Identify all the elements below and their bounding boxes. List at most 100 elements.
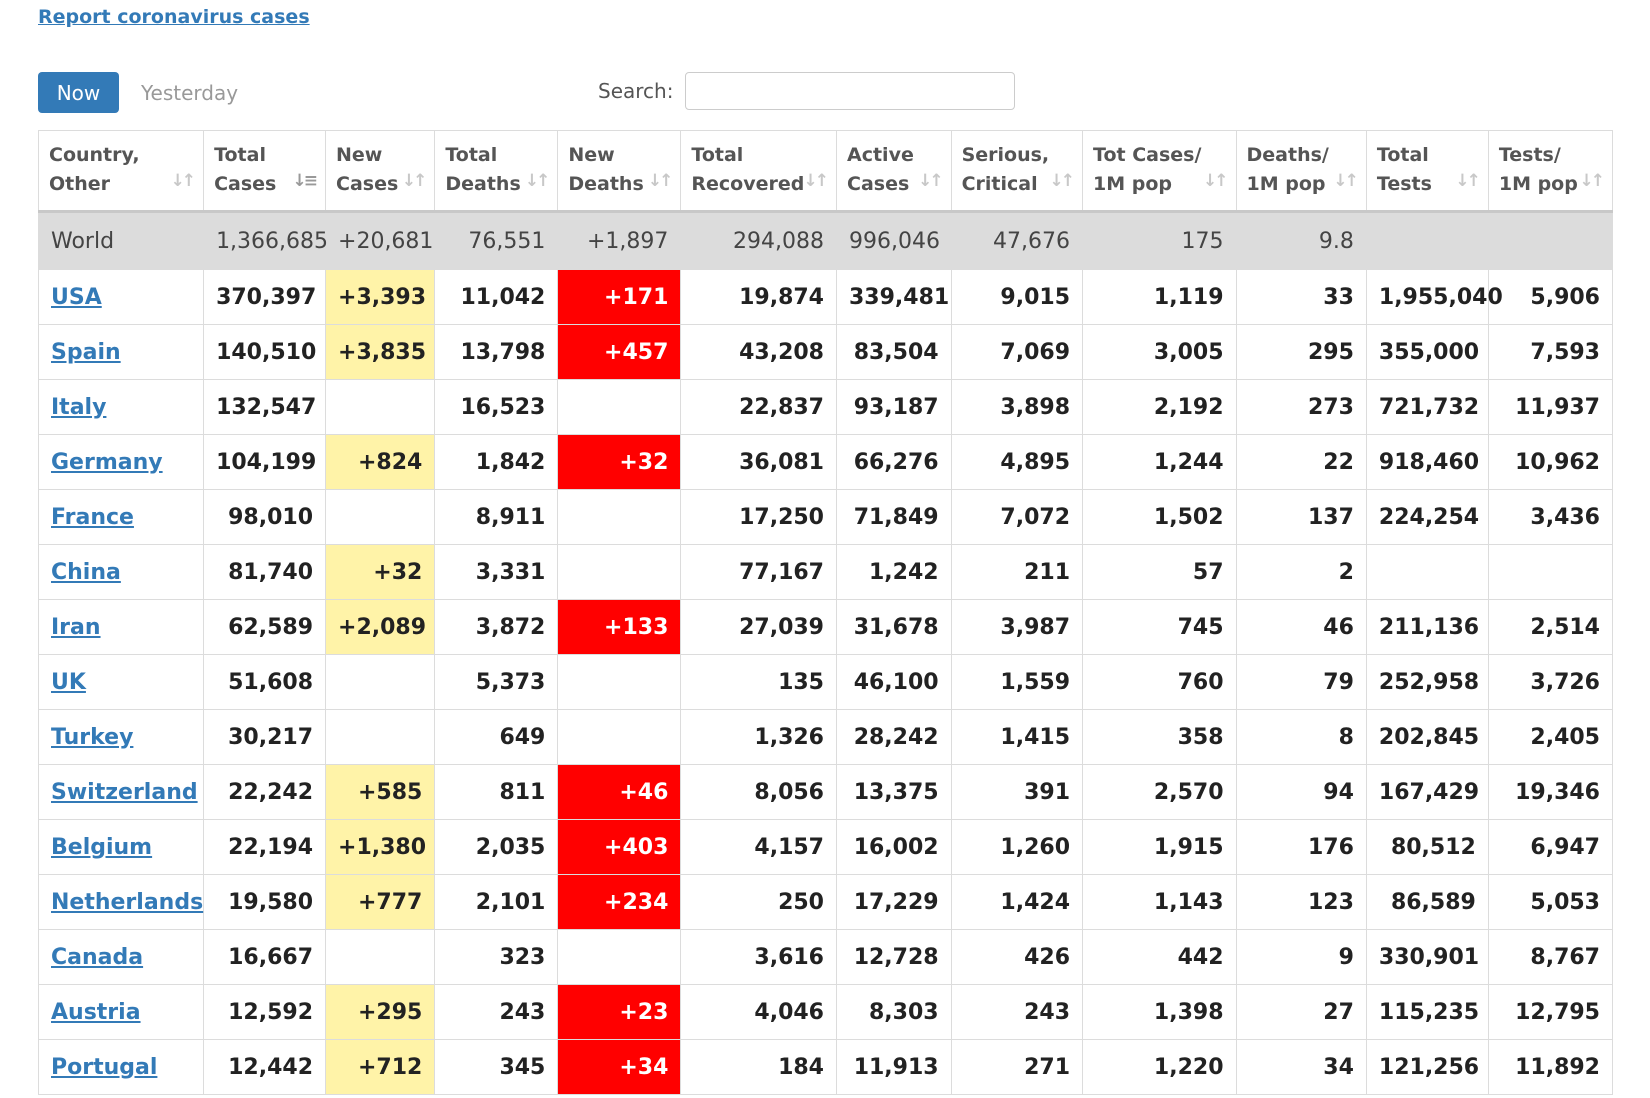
table-cell: 345 — [434, 1039, 559, 1095]
table-cell: 137 — [1235, 489, 1367, 545]
table-cell: 2,101 — [434, 874, 559, 930]
sort-icon[interactable]: ↓↑ — [1049, 171, 1075, 191]
table-cell: 62,589 — [203, 599, 327, 655]
table-cell: 8,767 — [1487, 929, 1614, 985]
table-cell: 31,678 — [836, 599, 952, 655]
table-cell: 12,592 — [203, 984, 327, 1040]
country-link[interactable]: Portugal — [51, 1054, 158, 1080]
column-header[interactable]: Serious, Critical ↓↑ — [950, 130, 1084, 212]
column-header[interactable]: New Cases ↓↑ — [325, 130, 436, 212]
table-cell — [557, 929, 682, 985]
table-cell: +3,835 — [325, 324, 436, 380]
table-cell: 7,069 — [950, 324, 1084, 380]
table-cell: +3,393 — [325, 269, 436, 325]
column-header[interactable]: Total Tests ↓↑ — [1365, 130, 1489, 212]
table-row: Italy 132,547 16,523 22,837 93,187 3,898 2,192… — [37, 379, 1614, 435]
table-cell: 3,436 — [1487, 489, 1614, 545]
country-link[interactable]: Canada — [51, 944, 144, 970]
sort-icon[interactable]: ↓↑ — [401, 171, 427, 191]
sort-icon[interactable]: ↓↑ — [524, 171, 550, 191]
sort-icon[interactable]: ↓↑ — [1579, 171, 1605, 191]
table-cell: 9.8 — [1235, 211, 1367, 270]
country-link[interactable]: Germany — [51, 449, 163, 475]
table-cell: 176 — [1235, 819, 1367, 875]
table-row: Turkey 30,217 649 1,326 28,242 1,415 358 8 202,8… — [37, 709, 1614, 765]
tab-now[interactable]: Now — [38, 72, 119, 113]
table-cell — [325, 929, 436, 985]
column-header[interactable]: Tests/1M pop ↓↑ — [1487, 130, 1614, 212]
table-cell: 339,481 — [836, 269, 952, 325]
table-cell: 12,795 — [1487, 984, 1614, 1040]
table-cell: 243 — [950, 984, 1084, 1040]
search-input[interactable] — [685, 72, 1016, 110]
country-link[interactable]: Switzerland — [51, 779, 198, 805]
country-link[interactable]: UK — [51, 669, 86, 695]
sort-icon[interactable]: ↓↑ — [1333, 171, 1358, 191]
column-header[interactable]: Total Deaths ↓↑ — [434, 130, 559, 212]
country-link[interactable]: China — [51, 559, 121, 585]
sort-icon[interactable]: ↓↑ — [918, 171, 943, 191]
table-cell: 5,373 — [434, 654, 559, 710]
table-cell: 94 — [1235, 764, 1367, 820]
country-link[interactable]: Spain — [51, 339, 121, 365]
table-cell: 12,728 — [836, 929, 952, 985]
column-header[interactable]: New Deaths ↓↑ — [557, 130, 682, 212]
table-cell: 745 — [1082, 599, 1237, 655]
table-cell: 16,002 — [836, 819, 952, 875]
table-body: World 1,366,685 +20,681 76,551 +1,897 294,088… — [37, 211, 1614, 1095]
country-link[interactable]: Italy — [51, 394, 107, 420]
country-link[interactable]: France — [51, 504, 134, 530]
column-header[interactable]: Total Cases ↓≡ — [203, 130, 327, 212]
column-header[interactable]: Active Cases ↓↑ — [836, 130, 952, 212]
table-cell — [325, 709, 436, 765]
table-row: France 98,010 8,911 17,250 71,849 7,072 1,502 1… — [37, 489, 1614, 545]
table-cell: +295 — [325, 984, 436, 1040]
table-cell — [1365, 211, 1489, 270]
table-cell: 11,892 — [1487, 1039, 1614, 1095]
sort-icon[interactable]: ↓↑ — [803, 171, 829, 191]
table-row: China 81,740 +32 3,331 77,167 1,242 211 57 2 — [37, 544, 1614, 600]
table-cell: 1,244 — [1082, 434, 1237, 490]
column-header[interactable]: Total Recovered ↓↑ — [680, 130, 837, 212]
table-cell: 22,837 — [680, 379, 837, 435]
tab-yesterday[interactable]: Yesterday — [141, 80, 239, 105]
country-link[interactable]: Belgium — [51, 834, 153, 860]
table-cell: 1,119 — [1082, 269, 1237, 325]
country-link[interactable]: USA — [51, 284, 102, 310]
table-cell — [325, 489, 436, 545]
table-cell: 19,346 — [1487, 764, 1614, 820]
table-cell: 33 — [1235, 269, 1367, 325]
table-cell: 224,254 — [1365, 489, 1489, 545]
table-row: Netherlands 19,580 +777 2,101 +234 250 17,229 1… — [37, 874, 1614, 930]
table-cell: 28,242 — [836, 709, 952, 765]
table-cell: 11,913 — [836, 1039, 952, 1095]
country-link[interactable]: Netherlands — [51, 889, 204, 915]
sort-icon[interactable]: ↓↑ — [1203, 171, 1228, 191]
column-header-line1: New — [336, 144, 383, 166]
column-header[interactable]: Deaths/1M pop ↓↑ — [1235, 130, 1367, 212]
world-row: World 1,366,685 +20,681 76,551 +1,897 294,088… — [37, 211, 1614, 270]
country-link[interactable]: Turkey — [51, 724, 134, 750]
table-cell: 271 — [950, 1039, 1084, 1095]
report-cases-link[interactable]: Report coronavirus cases — [38, 6, 310, 28]
table-cell: 22 — [1235, 434, 1367, 490]
table-cell: 79 — [1235, 654, 1367, 710]
country-link[interactable]: Austria — [51, 999, 141, 1025]
table-cell: 1,326 — [680, 709, 837, 765]
column-header[interactable]: Country, Other ↓↑ — [37, 130, 205, 212]
table-cell: 167,429 — [1365, 764, 1489, 820]
sort-icon[interactable]: ↓↑ — [647, 171, 673, 191]
column-header-line1: Deaths/ — [1246, 144, 1329, 166]
country-link[interactable]: Iran — [51, 614, 101, 640]
sort-icon[interactable]: ↓↑ — [1455, 171, 1480, 191]
column-header[interactable]: Tot Cases/1M pop ↓↑ — [1082, 130, 1237, 212]
table-row: Germany 104,199 +824 1,842 +32 36,081 66,276 4,… — [37, 434, 1614, 490]
search-label: Search: — [598, 79, 674, 103]
table-cell: 184 — [680, 1039, 837, 1095]
table-cell: 71,849 — [836, 489, 952, 545]
sort-icon[interactable]: ↓↑ — [170, 171, 196, 191]
sort-desc-icon[interactable]: ↓≡ — [292, 171, 318, 191]
table-cell: 47,676 — [950, 211, 1084, 270]
table-cell: 330,901 — [1365, 929, 1489, 985]
table-cell: 2,570 — [1082, 764, 1237, 820]
